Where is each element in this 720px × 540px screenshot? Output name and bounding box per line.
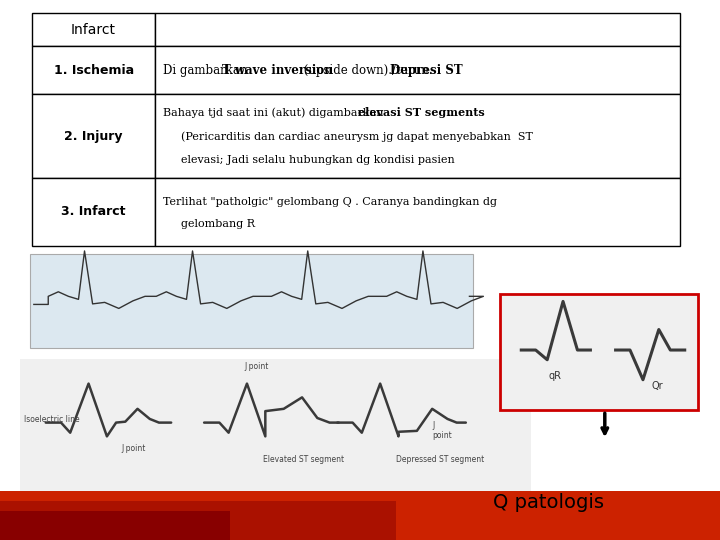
Text: Bahaya tjd saat ini (akut) digambarkan: Bahaya tjd saat ini (akut) digambarkan [163,107,387,118]
Text: Depresi ST: Depresi ST [390,64,462,77]
Bar [500,294,698,410]
Bar [32,94,155,178]
Text: J point: J point [121,444,145,453]
Bar [20,359,531,491]
Bar [32,14,155,46]
Bar [32,178,155,246]
Text: T wave inversion: T wave inversion [222,64,333,77]
Text: Elevated ST segment: Elevated ST segment [263,455,344,464]
Text: 3. Infarct: 3. Infarct [61,205,126,219]
Bar [32,46,155,94]
Text: Di gambarkan: Di gambarkan [163,64,248,77]
Text: 2. Injury: 2. Injury [64,130,123,143]
Text: elevasi ST segments: elevasi ST segments [358,107,485,118]
Bar [30,254,473,348]
Bar [0,501,396,540]
Bar [0,511,230,540]
Text: elevasi; Jadi selalu hubungkan dg kondisi pasien: elevasi; Jadi selalu hubungkan dg kondis… [181,155,455,165]
Text: 1. Ischemia: 1. Ischemia [53,64,134,77]
Text: gelombang R: gelombang R [181,219,256,229]
Text: qR: qR [549,370,562,381]
Text: (upside down)./turun.: (upside down)./turun. [300,64,439,77]
Text: J
point: J point [432,421,451,441]
Text: Terlihat "patholgic" gelombang Q . Caranya bandingkan dg: Terlihat "patholgic" gelombang Q . Caran… [163,197,498,207]
Bar [155,94,680,178]
Text: Qr: Qr [652,381,663,391]
Text: (Pericarditis dan cardiac aneurysm jg dapat menyebabkan  ST: (Pericarditis dan cardiac aneurysm jg da… [181,131,534,141]
Text: Infarct: Infarct [71,23,116,37]
Text: Isoelectric line: Isoelectric line [24,415,79,424]
Bar [155,178,680,246]
Text: Depressed ST segment: Depressed ST segment [396,455,485,464]
Bar [155,14,680,46]
Text: .: . [448,108,451,118]
Bar [155,46,680,94]
Text: Q patologis: Q patologis [493,492,604,512]
Bar [0,491,720,540]
Text: J point: J point [245,362,269,372]
